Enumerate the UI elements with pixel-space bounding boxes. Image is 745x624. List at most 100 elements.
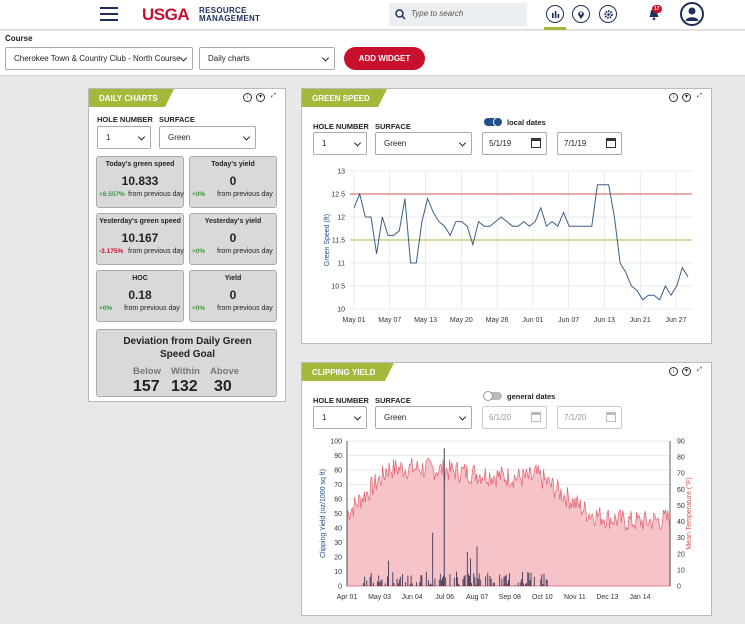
yield-bar — [399, 576, 401, 586]
y-tick-label: 30 — [334, 540, 342, 547]
yield-bar — [372, 582, 374, 586]
x-tick-label: Jun 27 — [665, 317, 686, 324]
x-tick-label: Jul 06 — [435, 594, 454, 601]
expand-icon[interactable]: ⤢ — [697, 93, 702, 99]
general-dates-label: general dates — [507, 392, 556, 401]
local-dates-toggle[interactable] — [484, 117, 503, 127]
surface-label: SURFACE — [375, 396, 411, 405]
yield-bar — [419, 582, 421, 586]
yield-bar — [429, 584, 430, 586]
download-icon[interactable]: ↓ — [669, 367, 678, 376]
yield-bar — [489, 576, 491, 586]
stat-value: 0 — [229, 288, 237, 302]
hole-number-select[interactable]: 1 — [313, 132, 367, 155]
deviation-title: Deviation from Daily Green Speed Goal — [123, 336, 252, 360]
y2-tick-label: 60 — [677, 487, 685, 494]
stat-change: -3.175% — [99, 248, 124, 255]
view-select[interactable]: Daily charts — [199, 47, 335, 70]
user-icon[interactable] — [680, 2, 704, 26]
yield-bar — [490, 578, 492, 586]
surface-select[interactable]: Green — [375, 406, 472, 429]
surface-value: Green — [168, 133, 191, 142]
start-date-picker[interactable]: 5/1/19 — [482, 132, 547, 155]
y2-tick-label: 70 — [677, 471, 685, 478]
menu-icon[interactable] — [100, 7, 118, 21]
stat-card-yesterdays-green-speed: Yesterday's green speed 10.167 -3.175% f… — [96, 213, 184, 265]
download-icon[interactable]: ↓ — [669, 93, 678, 102]
x-tick-label: Dec 13 — [596, 594, 618, 601]
end-date-picker[interactable]: 7/1/20 — [557, 406, 622, 429]
chevron-down-icon — [458, 412, 467, 421]
trash-icon[interactable]: ▾ — [256, 93, 265, 102]
surface-select[interactable]: Green — [375, 132, 472, 155]
y-tick-label: 100 — [330, 439, 342, 446]
chart-icon[interactable] — [546, 5, 564, 23]
download-icon[interactable]: ↓ — [243, 93, 252, 102]
surface-select[interactable]: Green — [159, 126, 256, 149]
yield-bar — [442, 577, 443, 586]
within-count: 132 — [171, 378, 198, 395]
surface-label: SURFACE — [159, 115, 195, 124]
yield-bar — [540, 579, 542, 586]
general-dates-toggle[interactable] — [483, 391, 502, 401]
yield-bar — [457, 577, 458, 586]
y2-tick-label: 20 — [677, 551, 685, 558]
yield-bar — [441, 580, 442, 586]
y2-tick-label: 10 — [677, 567, 685, 574]
y-tick-label: 60 — [334, 497, 342, 504]
panel-title: DAILY CHARTS — [89, 89, 174, 107]
yield-bar — [369, 576, 371, 586]
stat-value: 0 — [229, 231, 237, 245]
stat-change: +0% — [192, 305, 206, 312]
yield-bar — [405, 582, 407, 586]
yield-bar — [398, 579, 400, 586]
hole-number-select[interactable]: 1 — [313, 406, 367, 429]
course-select[interactable]: Cherokee Town & Country Club - North Cou… — [5, 47, 193, 70]
y-axis-label: Clipping Yield (oz/1000 sq ft) — [320, 469, 327, 558]
stat-footer: from previous day — [128, 248, 184, 255]
gear-icon[interactable] — [599, 5, 617, 23]
y-tick-label: 11.5 — [332, 238, 345, 245]
y2-tick-label: 90 — [677, 439, 685, 446]
start-date-picker[interactable]: 6/1/20 — [482, 406, 547, 429]
yield-bar — [396, 578, 398, 586]
yield-bar — [520, 579, 522, 586]
expand-icon[interactable]: ⤢ — [271, 93, 276, 99]
stat-value: 0.18 — [128, 288, 152, 302]
x-tick-label: May 20 — [450, 317, 473, 324]
yield-bar — [485, 576, 487, 586]
y-tick-label: 90 — [334, 453, 342, 460]
trash-icon[interactable]: ▾ — [682, 93, 691, 102]
yield-bar — [388, 560, 389, 586]
x-tick-label: Aug 07 — [466, 594, 488, 601]
end-date-picker[interactable]: 7/1/19 — [557, 132, 622, 155]
yield-bar — [546, 580, 548, 586]
yield-bar — [462, 579, 464, 586]
stat-heading: Today's green speed — [105, 161, 175, 168]
x-tick-label: May 01 — [343, 317, 366, 324]
yield-bar — [402, 574, 403, 586]
series-line — [353, 184, 689, 301]
yield-bar — [377, 581, 378, 586]
logo[interactable]: USGA — [142, 5, 190, 24]
yield-bar — [505, 575, 507, 586]
surface-value: Green — [384, 139, 407, 148]
logo-subtitle: RESOURCE MANAGEMENT — [199, 6, 261, 23]
y-tick-label: 70 — [334, 482, 342, 489]
stat-value: 0 — [229, 174, 237, 188]
search-input[interactable]: Type to search — [389, 3, 527, 26]
end-date-value: 7/1/20 — [564, 413, 587, 422]
yield-bar — [416, 582, 417, 586]
yield-bar — [525, 583, 526, 586]
trash-icon[interactable]: ▾ — [682, 367, 691, 376]
map-pin-icon[interactable] — [572, 5, 590, 23]
hole-number-select[interactable]: 1 — [97, 126, 151, 149]
stat-heading: Today's yield — [211, 161, 255, 168]
chevron-down-icon — [353, 412, 362, 421]
add-widget-button[interactable]: ADD WIDGET — [344, 47, 425, 70]
y2-tick-label: 40 — [677, 519, 685, 526]
expand-icon[interactable]: ⤢ — [697, 367, 702, 373]
yield-bar — [509, 573, 510, 586]
x-tick-label: Jun 13 — [594, 317, 615, 324]
surface-value: Green — [384, 413, 407, 422]
